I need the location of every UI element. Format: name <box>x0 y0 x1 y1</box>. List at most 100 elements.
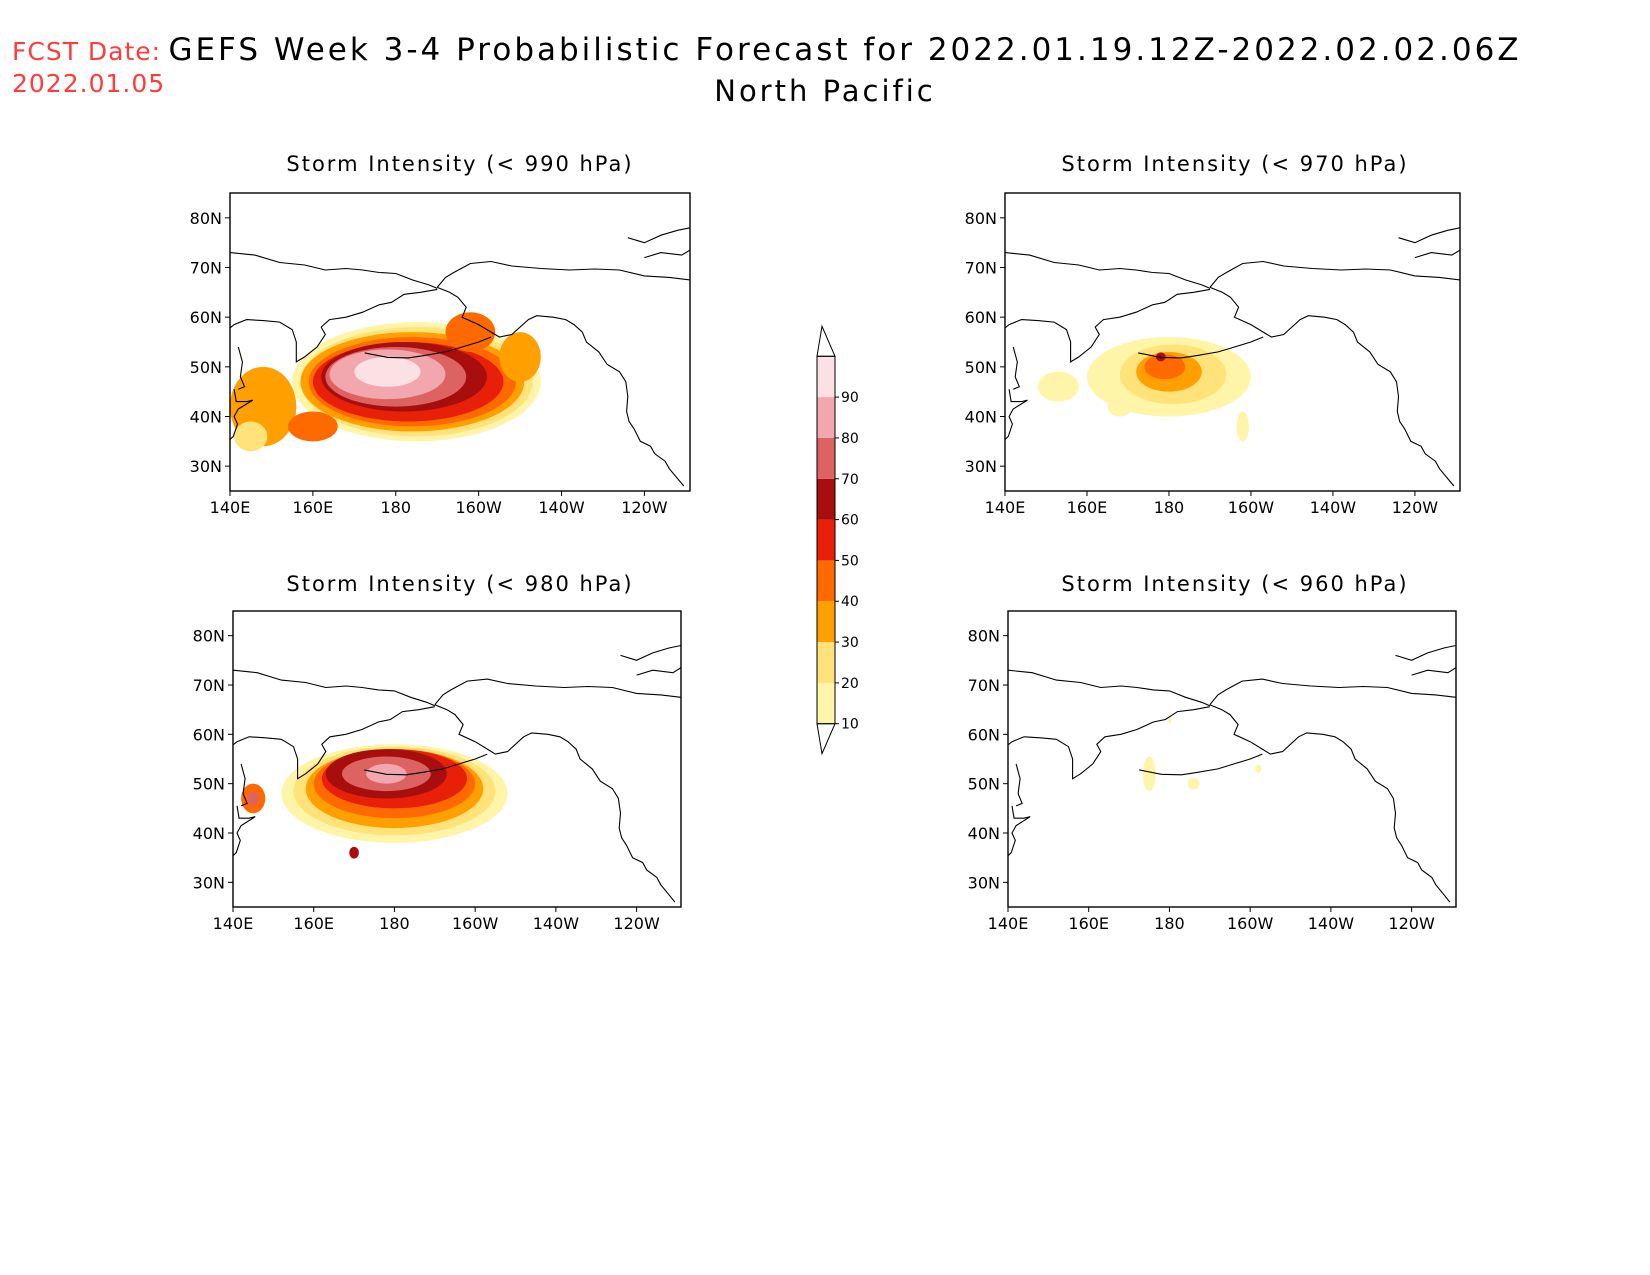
map-p990: 140E 160E 180 160W 140W 120W 80N 70N 60N 50N 40N 30… <box>190 192 691 517</box>
coastline-p970-6 <box>1138 336 1264 359</box>
probability-area-p970-6 <box>1236 411 1249 442</box>
lon-tick-label-p990-0: 140E <box>210 498 251 517</box>
lat-tick-label-p960-0: 80N <box>968 627 1000 646</box>
probability-area-p990-8 <box>354 356 421 387</box>
probability-area-p970-5 <box>1037 371 1079 402</box>
lon-tick-label-p990-3: 160W <box>455 498 502 517</box>
forecast-date-label: FCST Date: <box>12 37 162 66</box>
coastline-p990-5 <box>436 260 690 288</box>
lon-tick-label-p970-2: 180 <box>1154 498 1185 517</box>
lat-tick-label-p970-0: 80N <box>965 209 997 228</box>
coastline-p970-5 <box>1209 260 1460 288</box>
coastline-p970-0 <box>1005 252 1211 289</box>
probability-area-p970-7 <box>1107 396 1133 417</box>
coastline-p980-5 <box>434 678 681 706</box>
coastline-p990-6 <box>364 336 492 359</box>
probability-area-p980-10 <box>349 846 359 859</box>
map-frame-p980 <box>232 610 682 908</box>
lat-tick-label-p980-4: 40N <box>193 824 225 843</box>
coastline-p980-1 <box>233 706 435 780</box>
lat-tick-label-p960-2: 60N <box>968 725 1000 744</box>
lat-tick-label-p990-2: 60N <box>190 308 222 327</box>
lat-tick-label-p960-5: 30N <box>968 873 1000 892</box>
lon-tick-label-p990-5: 120W <box>621 498 668 517</box>
lon-tick-label-p960-2: 180 <box>1154 914 1185 933</box>
probability-area-p990-12 <box>445 312 496 352</box>
lat-tick-label-p960-4: 40N <box>968 824 1000 843</box>
lat-tick-label-p970-4: 40N <box>965 408 997 427</box>
main-title: GEFS Week 3-4 Probabilistic Forecast for… <box>168 32 1522 68</box>
lat-tick-label-p980-5: 30N <box>193 873 225 892</box>
map-p980: 140E 160E 180 160W 140W 120W 80N 70N 60N 50N 40N 30… <box>193 610 682 933</box>
coastline-p960-6 <box>1139 753 1263 776</box>
lon-tick-label-p960-5: 120W <box>1388 914 1435 933</box>
lat-tick-label-p970-2: 60N <box>965 308 997 327</box>
forecast-date-value: 2022.01.05 <box>12 69 166 98</box>
lon-tick-label-p980-2: 180 <box>379 914 410 933</box>
lat-tick-label-p970-1: 70N <box>965 259 997 278</box>
lat-tick-label-p970-5: 30N <box>965 457 997 476</box>
lat-tick-label-p990-3: 50N <box>190 358 222 377</box>
coastline-p990-2 <box>237 346 246 390</box>
lat-tick-label-p970-3: 50N <box>965 358 997 377</box>
coastline-p980-0 <box>233 669 436 707</box>
coastline-p970-2 <box>1012 346 1021 390</box>
probability-area-p960-1 <box>1187 777 1200 790</box>
lon-tick-label-p980-3: 160W <box>452 914 499 933</box>
lon-tick-label-p980-4: 140W <box>533 914 580 933</box>
coastline-p960-7 <box>1395 644 1456 661</box>
probability-area-p970-3 <box>1144 354 1186 380</box>
map-frame-p970 <box>1004 192 1461 492</box>
coastline-p970-3 <box>1005 389 1028 441</box>
lon-tick-label-p960-4: 140W <box>1308 914 1355 933</box>
lon-tick-label-p970-5: 120W <box>1392 498 1439 517</box>
coastline-p980-3 <box>233 805 256 857</box>
coastline-p990-0 <box>230 252 438 289</box>
coastline-p970-8 <box>1414 249 1460 259</box>
coastline-p980-6 <box>364 753 488 776</box>
lon-tick-label-p970-1: 160E <box>1067 498 1108 517</box>
lon-tick-label-p980-5: 120W <box>613 914 660 933</box>
lon-tick-label-p970-4: 140W <box>1310 498 1357 517</box>
coastline-p990-3 <box>230 389 254 441</box>
lon-tick-label-p990-2: 180 <box>380 498 411 517</box>
coastline-p960-5 <box>1209 678 1456 706</box>
coastline-p970-7 <box>1398 227 1460 244</box>
coastline-p980-4 <box>434 704 676 903</box>
coastline-p960-4 <box>1209 704 1451 903</box>
map-p960: 140E 160E 180 160W 140W 120W 80N 70N 60N 50N 40N 30… <box>968 610 1457 933</box>
probability-area-p960-0 <box>1142 756 1156 792</box>
panel-title-960: Storm Intensity (< 960 hPa) <box>1061 572 1409 596</box>
lon-tick-label-p970-3: 160W <box>1228 498 1275 517</box>
lat-tick-label-p990-0: 80N <box>190 209 222 228</box>
coastline-p960-0 <box>1008 669 1211 707</box>
coastline-p990-7 <box>627 227 690 244</box>
map-frame-p960 <box>1007 610 1457 908</box>
lon-tick-label-p980-0: 140E <box>213 914 254 933</box>
lon-tick-label-p960-0: 140E <box>988 914 1029 933</box>
map-p970: 140E 160E 180 160W 140W 120W 80N 70N 60N 50N 40N 30… <box>965 192 1461 517</box>
coastline-p990-4 <box>436 286 685 487</box>
probability-area-p990-13 <box>499 332 541 382</box>
lat-tick-label-p990-1: 70N <box>190 259 222 278</box>
panel-title-980: Storm Intensity (< 980 hPa) <box>286 572 634 596</box>
lat-tick-label-p980-2: 60N <box>193 725 225 744</box>
lon-tick-label-p980-1: 160E <box>293 914 334 933</box>
lon-tick-label-p990-1: 160E <box>293 498 334 517</box>
lon-tick-label-p960-1: 160E <box>1068 914 1109 933</box>
coastline-p960-8 <box>1411 667 1456 676</box>
lat-tick-label-p990-5: 30N <box>190 457 222 476</box>
panel-title-970: Storm Intensity (< 970 hPa) <box>1061 152 1409 176</box>
lat-tick-label-p960-1: 70N <box>968 676 1000 695</box>
coastline-p960-3 <box>1008 805 1031 857</box>
lon-tick-label-p960-3: 160W <box>1227 914 1274 933</box>
lat-tick-label-p990-4: 40N <box>190 408 222 427</box>
coastline-p980-2 <box>240 763 248 807</box>
coastline-p990-8 <box>644 249 690 259</box>
coastline-p970-1 <box>1005 288 1211 363</box>
lat-tick-label-p980-1: 70N <box>193 676 225 695</box>
probability-area-p960-2 <box>1255 764 1262 773</box>
coastline-p960-1 <box>1008 706 1210 780</box>
coastline-p960-2 <box>1015 763 1023 807</box>
